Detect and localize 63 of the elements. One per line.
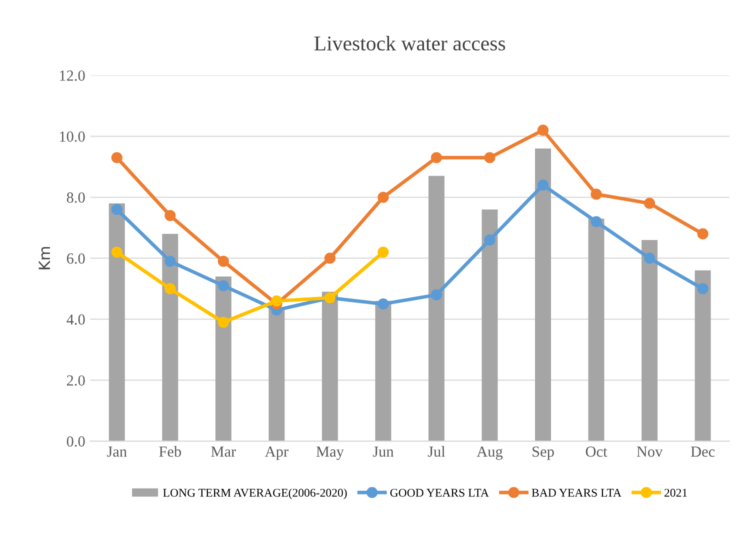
x-tick-label: Aug <box>476 446 503 460</box>
point <box>111 246 122 258</box>
point <box>271 295 282 306</box>
point <box>697 228 708 240</box>
y-tick-label: 0.0 <box>66 436 85 447</box>
x-tick-label: May <box>316 446 344 460</box>
point <box>697 283 708 294</box>
y-tick-label: 2.0 <box>66 375 85 386</box>
bar <box>162 234 178 442</box>
bar <box>375 300 392 442</box>
point <box>644 252 656 264</box>
y-axis-title: Km <box>38 247 50 270</box>
bar <box>535 148 551 442</box>
point <box>430 289 442 300</box>
bar <box>428 176 444 442</box>
x-tick-label: Nov <box>636 446 663 457</box>
point <box>164 283 176 294</box>
bar <box>642 240 658 442</box>
point <box>218 280 229 292</box>
point <box>218 256 229 267</box>
x-tick-label: Jan <box>107 446 127 457</box>
point <box>430 152 442 164</box>
point <box>378 192 389 203</box>
point <box>378 246 389 258</box>
legend-label: 2021 <box>664 488 687 497</box>
point <box>644 198 656 209</box>
y-tick-label: 12.0 <box>60 70 85 81</box>
y-tick-label: 10.0 <box>60 131 85 142</box>
point <box>111 204 122 216</box>
point <box>484 234 496 246</box>
point <box>111 152 122 164</box>
point <box>218 316 229 328</box>
bar <box>482 209 498 442</box>
x-tick-label: Dec <box>690 446 715 457</box>
x-tick-label: Oct <box>586 446 608 457</box>
x-tick-label: Mar <box>211 446 236 457</box>
legend-label: GOOD YEARS LTA <box>390 488 489 497</box>
x-tick-label: Sep <box>532 446 554 460</box>
x-tick-label: Jun <box>372 446 394 457</box>
x-tick-label: Feb <box>159 446 182 457</box>
bar <box>588 218 604 442</box>
x-tick-label: Jul <box>428 446 446 457</box>
point <box>164 210 176 222</box>
y-tick-label: 8.0 <box>66 192 85 203</box>
point <box>537 180 549 191</box>
bar <box>322 292 338 442</box>
point <box>324 252 336 264</box>
bar <box>694 270 711 442</box>
y-tick-label: 6.0 <box>66 253 85 264</box>
legend-label: BAD YEARS LTA <box>532 488 622 497</box>
point <box>590 188 602 200</box>
point <box>484 152 496 164</box>
point <box>164 256 176 267</box>
x-tick-label: Apr <box>264 446 288 460</box>
point <box>378 298 389 310</box>
bar <box>108 203 125 442</box>
bar <box>215 276 232 442</box>
legend-label: LONG TERM AVERAGE(2006-2020) <box>163 488 347 500</box>
y-tick-label: 4.0 <box>66 314 85 325</box>
chart-title: Livestock water access <box>314 36 506 51</box>
bar <box>268 307 285 442</box>
point <box>537 124 549 136</box>
point <box>590 216 602 228</box>
